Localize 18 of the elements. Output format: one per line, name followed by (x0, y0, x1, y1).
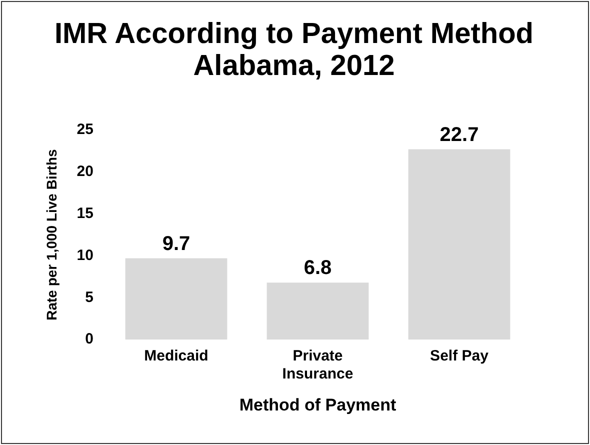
data-label: 6.8 (304, 257, 332, 280)
x-tick-label: Private Insurance (282, 348, 354, 383)
x-tick-label: Medicaid (144, 348, 208, 365)
y-tick-label: 15 (76, 204, 94, 222)
chart-title: IMR According to Payment Method Alabama, 2012 (53, 18, 535, 82)
y-tick-label: 25 (76, 121, 94, 138)
x-tick-label: Self Pay (430, 348, 490, 365)
y-tick-label: 10 (76, 246, 94, 264)
data-label: 22.7 (440, 124, 479, 146)
bar (408, 149, 510, 340)
data-label: 9.7 (162, 232, 190, 255)
y-tick-label: 5 (85, 288, 94, 306)
bar (125, 258, 228, 340)
x-axis-title: Method of Payment (239, 395, 396, 414)
y-tick-label: 0 (85, 330, 94, 348)
bar (266, 282, 369, 340)
y-tick-label: 20 (76, 163, 94, 180)
y-axis-title: Rate per 1,000 Live Births (43, 148, 60, 320)
